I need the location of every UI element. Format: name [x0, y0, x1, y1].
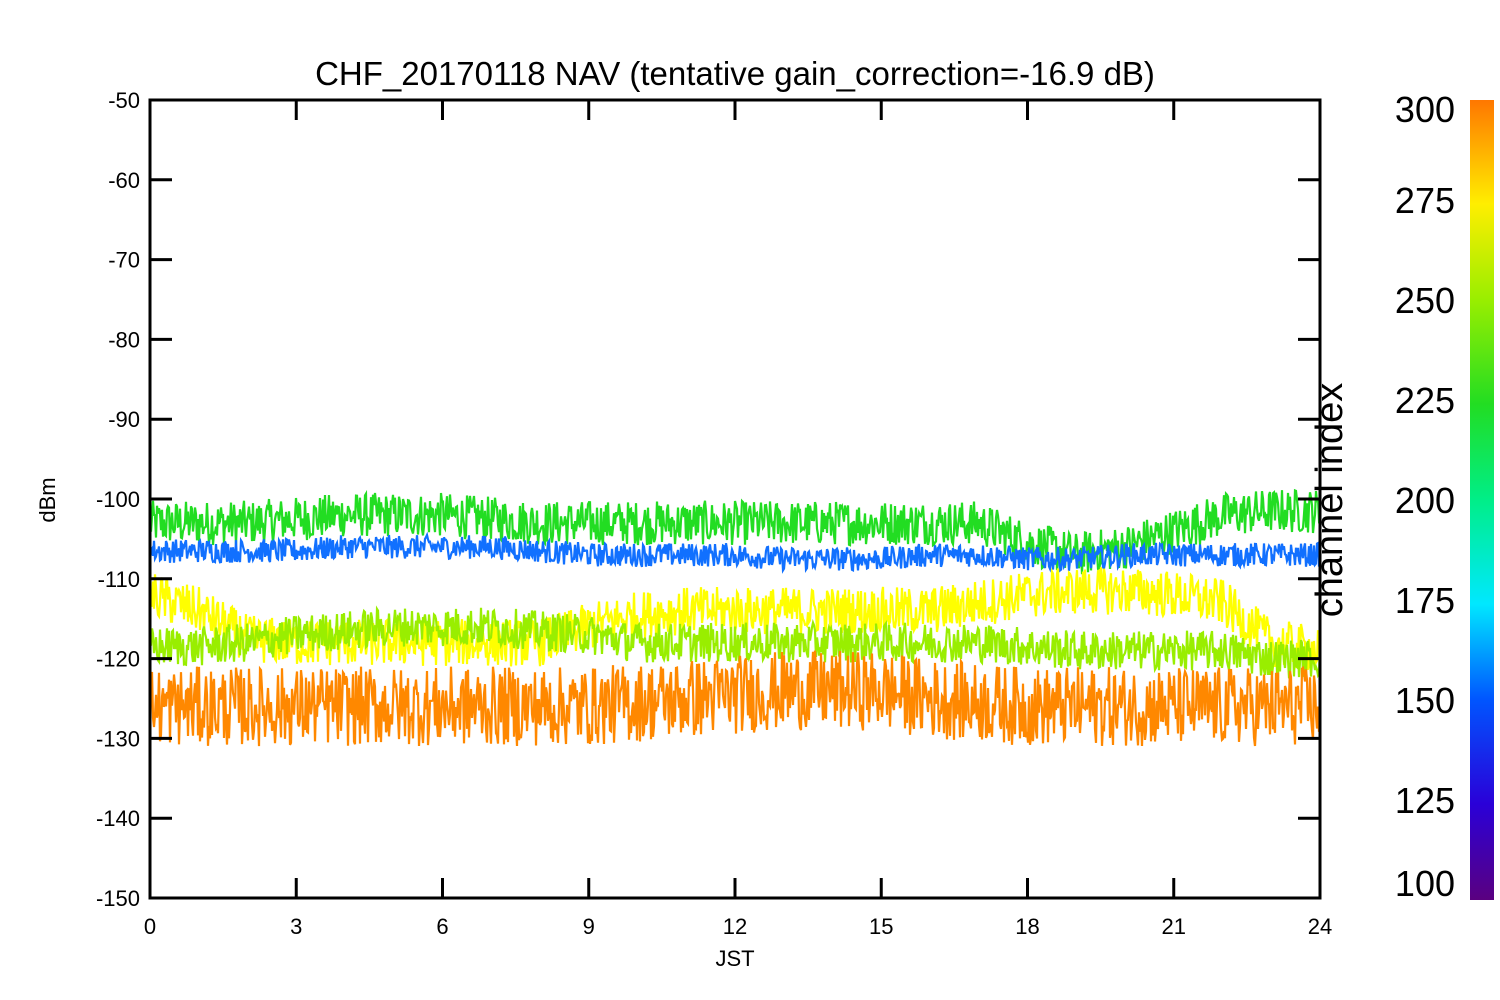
plot-series: [150, 488, 1320, 747]
y-tick-label: -110: [98, 567, 140, 592]
colorbar-label: channel index: [1309, 383, 1351, 618]
y-tick-label: -130: [96, 726, 140, 751]
y-tick-label: -100: [96, 487, 140, 512]
x-tick-label: 12: [723, 914, 747, 939]
x-tick-label: 18: [1015, 914, 1039, 939]
colorbar-tick-label: 225: [1395, 380, 1455, 421]
x-tick-label: 0: [144, 914, 156, 939]
colorbar-tick-label: 100: [1395, 863, 1455, 904]
x-tick-label: 9: [583, 914, 595, 939]
colorbar-ticks: 300 275 250 225 200 175 150 125 100: [1395, 89, 1455, 904]
y-axis-ticks: -50 -60 -70 -80 -90 -100 -110 -120 -130 -140 -150: [96, 88, 1320, 911]
y-tick-label: -80: [108, 327, 140, 352]
colorbar-tick-label: 275: [1395, 180, 1455, 221]
x-tick-label: 3: [290, 914, 302, 939]
colorbar-tick-label: 175: [1395, 580, 1455, 621]
colorbar: [1470, 100, 1494, 900]
colorbar-tick-label: 250: [1395, 280, 1455, 321]
y-tick-label: -140: [96, 806, 140, 831]
series-line-ch155: [150, 531, 1320, 574]
colorbar-tick-label: 200: [1395, 480, 1455, 521]
series-line-ch255: [150, 605, 1320, 681]
y-tick-label: -70: [108, 248, 140, 273]
colorbar-tick-label: 125: [1395, 780, 1455, 821]
x-axis-ticks: 0 3 6 9 12 15 18 21 24: [144, 100, 1332, 939]
series-line-ch220: [150, 488, 1320, 575]
x-tick-label: 15: [869, 914, 893, 939]
y-tick-label: -120: [96, 647, 140, 672]
series-line-ch290: [150, 650, 1320, 747]
y-tick-label: -150: [96, 886, 140, 911]
colorbar-tick-label: 150: [1395, 680, 1455, 721]
x-tick-label: 6: [436, 914, 448, 939]
y-axis-label: dBm: [35, 477, 60, 522]
x-tick-label: 21: [1162, 914, 1186, 939]
x-axis-label: JST: [715, 946, 754, 971]
y-tick-label: -50: [108, 88, 140, 113]
x-tick-label: 24: [1308, 914, 1332, 939]
chart-title: CHF_20170118 NAV (tentative gain_correct…: [315, 55, 1155, 92]
y-tick-label: -90: [108, 407, 140, 432]
y-tick-label: -60: [108, 168, 140, 193]
colorbar-tick-label: 300: [1395, 89, 1455, 130]
